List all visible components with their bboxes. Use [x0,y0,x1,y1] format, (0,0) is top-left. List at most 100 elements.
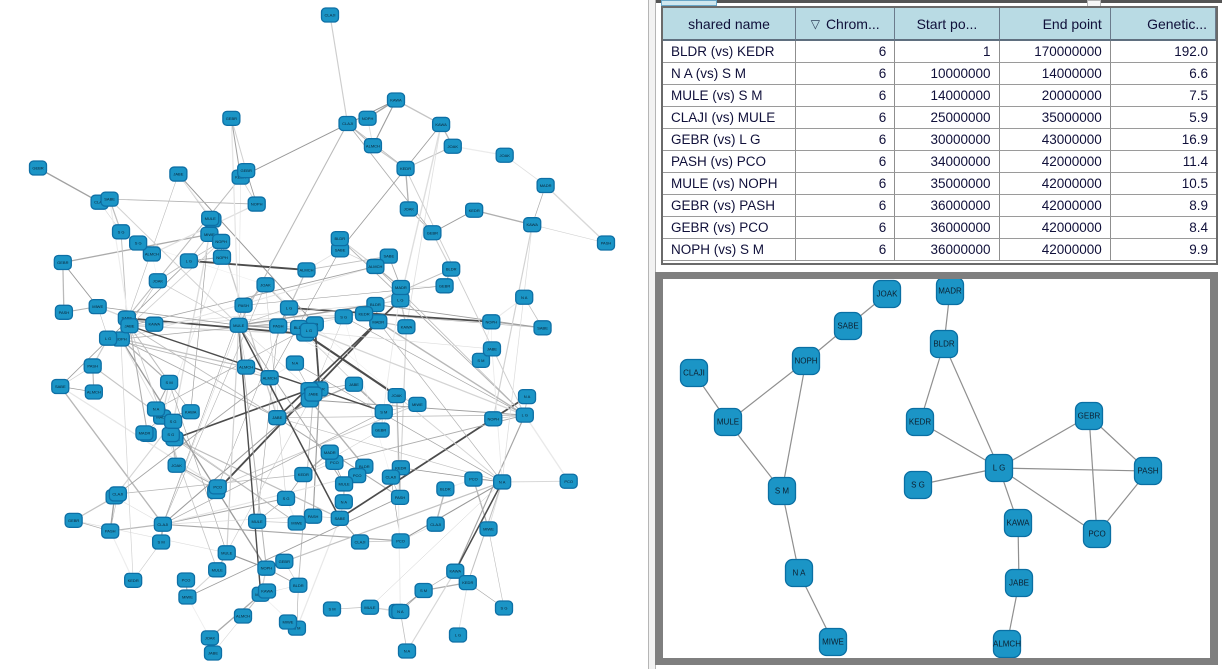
network-node[interactable]: MIWE [479,521,498,537]
subnetwork-node-JABE[interactable]: JABE [1004,568,1034,598]
column-header-genetic[interactable]: Genetic... [1110,8,1216,41]
subnetwork-node-NA[interactable]: N A [784,558,814,588]
network-node[interactable]: NOPH [257,560,276,576]
network-node[interactable]: MIWE [287,515,306,531]
network-node[interactable]: JOAK [256,277,275,293]
table-row[interactable]: NOPH (vs) S M 6 36000000 42000000 9.9 [663,239,1216,261]
network-node[interactable]: N A [334,494,353,510]
network-node[interactable]: S G [163,413,183,429]
network-node[interactable]: MIWE [278,614,298,630]
network-node[interactable]: S M [374,404,393,420]
network-node[interactable]: S M [159,374,179,390]
network-node[interactable]: PASH [83,358,102,374]
subnetwork-node-JOAK[interactable]: JOAK [872,279,902,309]
network-node[interactable]: N A [146,401,166,417]
network-node[interactable]: CLAJI [426,516,445,532]
network-node[interactable]: PCO [208,479,227,495]
network-node[interactable]: PASH [596,235,616,251]
network-node[interactable]: NOPH [482,314,501,330]
network-node[interactable]: N A [397,643,417,659]
network-node[interactable]: NOPH [211,233,231,250]
subnetwork-node-KEDR[interactable]: KEDR [905,407,935,437]
network-node[interactable]: ALMCH [236,359,256,375]
network-node[interactable]: BLDR [436,481,455,497]
network-node[interactable]: CLAJI [381,469,401,485]
network-node[interactable]: GEBR [53,254,72,271]
subnetwork-edge-L G-GEBR[interactable] [998,415,1090,469]
subnetwork-node-NOPH[interactable]: NOPH [791,346,821,376]
subnetwork-node-LG[interactable]: L G [984,453,1014,483]
table-row[interactable]: N A (vs) S M 6 10000000 14000000 6.6 [663,63,1216,85]
network-node[interactable]: JABE [482,341,502,357]
network-node[interactable]: S M [414,582,433,599]
network-node[interactable]: PASH [54,304,74,320]
network-node[interactable]: PCO [348,467,367,484]
network-node[interactable]: NOPH [484,411,503,427]
table-row[interactable]: CLAJI (vs) MULE 6 25000000 35000000 5.9 [663,107,1216,129]
network-node[interactable]: GEBR [237,162,256,179]
subnetwork-node-MADR[interactable]: MADR [935,276,965,306]
table-row[interactable]: GEBR (vs) PASH 6 36000000 42000000 8.9 [663,195,1216,217]
subnetwork-node-PCO[interactable]: PCO [1082,519,1112,549]
network-node[interactable]: N A [285,355,305,371]
network-node[interactable]: ALMCH [297,262,316,278]
main-network-canvas[interactable]: BLDR KEDR MULE NOPH SABE JOAK MADR CLAJI GEBR PAS… [0,0,648,669]
network-node[interactable]: JOAK [495,147,514,163]
network-node[interactable]: JABE [344,376,364,392]
network-node[interactable]: MADR [320,444,339,460]
network-node[interactable]: NOPH [212,249,232,265]
network-node[interactable]: JOAK [443,138,462,154]
subnetwork-view[interactable]: JOAK SABE NOPH CLAJI MULE S M N A MIWE MADR BLDR K… [663,276,1210,659]
network-node[interactable]: PASH [390,489,410,506]
network-node[interactable]: MULE [201,210,220,227]
network-node[interactable]: PCO [391,533,410,549]
table-row[interactable]: BLDR (vs) KEDR 6 1 170000000 192.0 [663,41,1216,63]
column-header-endpoint[interactable]: End point [999,8,1111,41]
network-node[interactable]: SABE [100,191,119,207]
network-node[interactable]: KAWA [145,316,164,332]
network-node[interactable]: KEDR [465,202,484,218]
network-node[interactable]: GEBR [423,225,442,241]
network-node[interactable]: MIWE [408,396,427,413]
subnetwork-node-ALMCH[interactable]: ALMCH [992,629,1021,659]
network-node[interactable]: SABE [330,510,349,526]
subnetwork-node-SABE[interactable]: SABE [833,311,863,341]
network-node[interactable]: MULE [208,562,227,578]
subnetwork-edge-L G-PCO[interactable] [998,467,1098,535]
column-header-chrom[interactable]: ▽ Chrom... [796,8,896,41]
network-node[interactable]: MADR [369,314,388,330]
subnetwork-edge-L G-PASH[interactable] [998,467,1149,472]
network-node[interactable]: JABE [169,166,188,182]
filter-icon[interactable]: ▽ [810,16,820,31]
subnetwork-node-KAWA[interactable]: KAWA [1003,508,1033,538]
network-node[interactable]: JOAK [387,387,406,404]
network-node[interactable]: MULE [229,317,248,333]
network-node[interactable]: GEBR [435,278,454,294]
subnetwork-canvas[interactable]: JOAK SABE NOPH CLAJI MULE S M N A MIWE MADR BLDR K… [663,276,1210,659]
network-node[interactable]: GEBR [64,512,83,529]
column-header-startpo[interactable]: Start po... [895,8,1000,41]
network-node[interactable]: ALMCH [142,246,162,262]
network-node[interactable]: S M [322,601,342,617]
network-node[interactable]: KAWA [181,404,200,420]
network-node[interactable]: CLAJI [320,7,340,23]
network-node[interactable]: BLDR [330,230,349,247]
main-network-view[interactable]: BLDR KEDR MULE NOPH SABE JOAK MADR CLAJI GEBR PAS… [0,0,648,669]
network-node[interactable]: PASH [269,318,288,334]
subnetwork-node-GEBR[interactable]: GEBR [1074,401,1104,431]
network-node[interactable]: JABE [120,318,139,334]
network-node[interactable]: S M [151,534,171,550]
network-node[interactable]: KAWA [446,563,465,579]
network-node[interactable]: SABE [533,320,552,336]
network-node[interactable]: GEBR [371,422,390,438]
network-node[interactable]: MULE [334,476,354,492]
network-node[interactable]: JOAK [167,457,186,473]
subnetwork-edge-BLDR-L G[interactable] [943,343,1000,469]
network-node[interactable]: L G [279,300,299,316]
network-node[interactable]: CLAJI [338,115,357,132]
network-node[interactable]: JOAK [148,273,167,289]
network-node[interactable]: KAWA [431,116,451,133]
network-node[interactable]: KEDR [294,466,313,483]
network-node[interactable]: PCO [176,572,196,588]
network-node[interactable]: PCO [559,473,578,489]
